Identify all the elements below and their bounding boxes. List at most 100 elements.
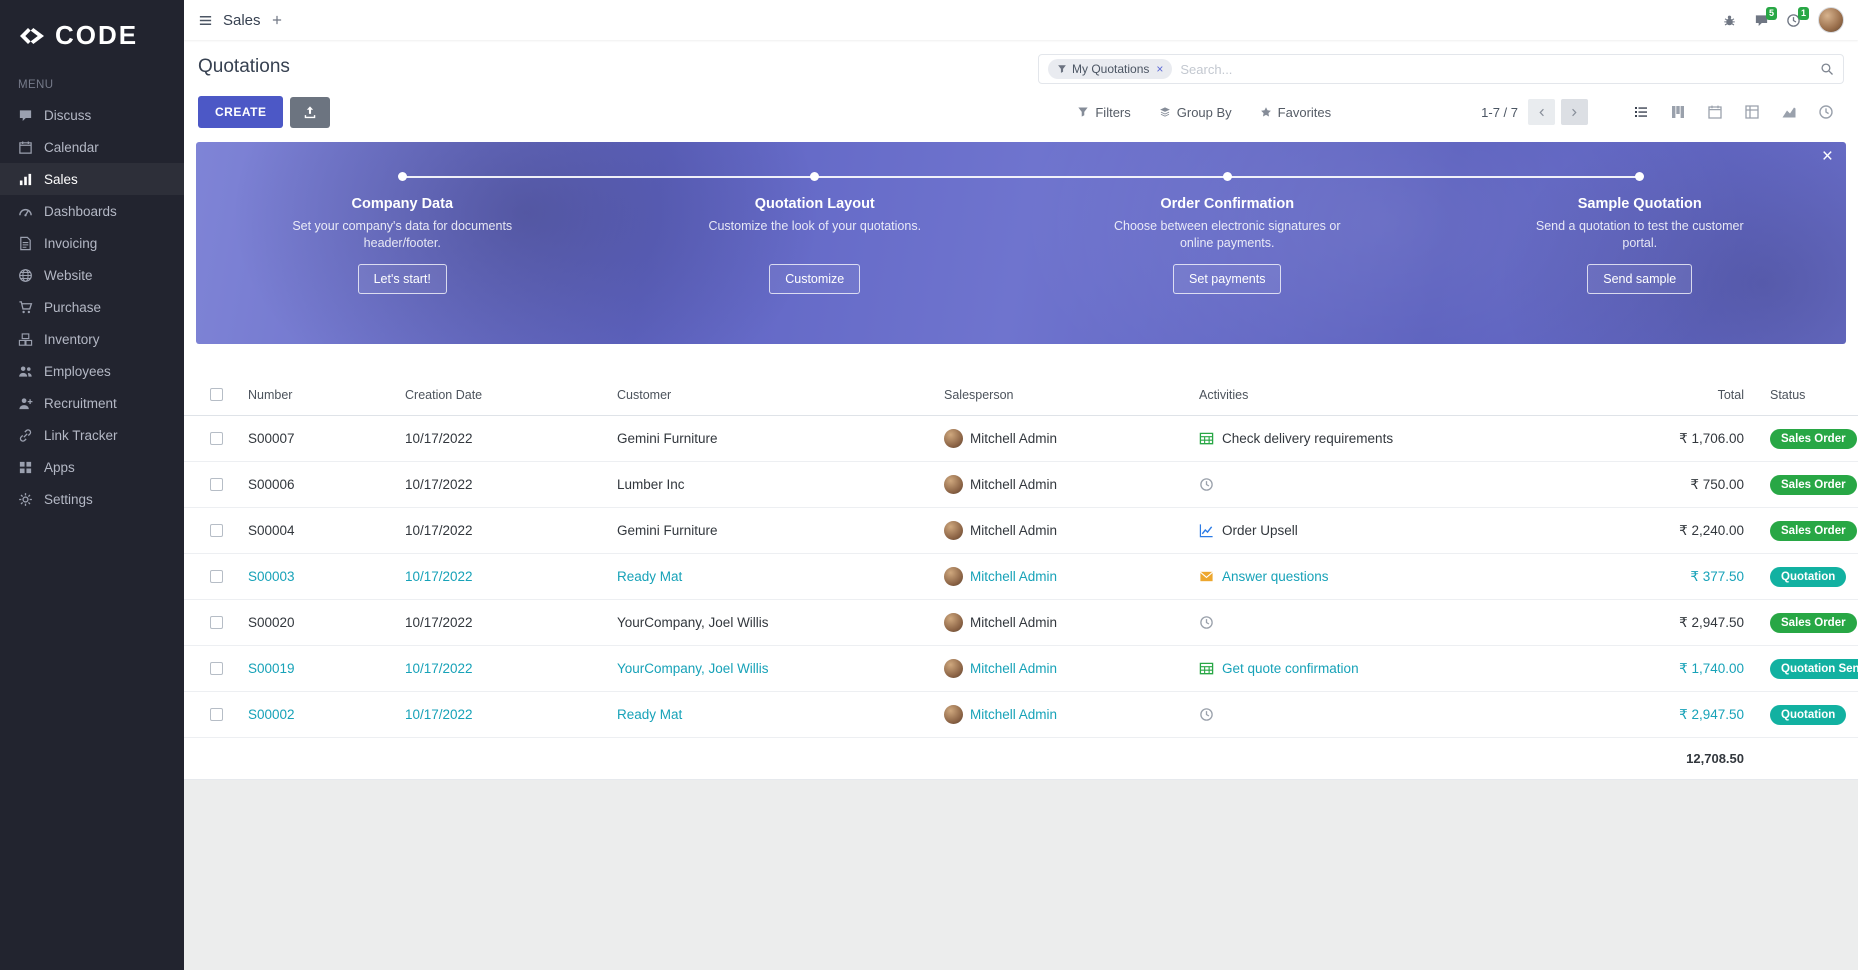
filters-button[interactable]: Filters bbox=[1077, 105, 1131, 120]
gauge-icon bbox=[18, 204, 33, 219]
cell-activity[interactable]: Order Upsell bbox=[1199, 523, 1529, 538]
sidebar-item[interactable]: Link Tracker bbox=[0, 419, 184, 451]
cell-activity[interactable]: Check delivery requirements bbox=[1199, 431, 1529, 446]
column-header-customer[interactable]: Customer bbox=[617, 387, 672, 402]
kanban-view-icon bbox=[1670, 104, 1686, 120]
cell-activity[interactable] bbox=[1199, 615, 1529, 630]
menu-toggle-button[interactable] bbox=[198, 13, 213, 28]
messages-badge: 5 bbox=[1765, 6, 1777, 20]
column-header-status[interactable]: Status bbox=[1770, 387, 1806, 402]
sidebar-item[interactable]: Dashboards bbox=[0, 195, 184, 227]
remove-filter-icon[interactable]: × bbox=[1156, 62, 1164, 76]
column-header-creation-date[interactable]: Creation Date bbox=[405, 387, 483, 402]
salesperson-avatar bbox=[944, 613, 963, 632]
sidebar-item[interactable]: Inventory bbox=[0, 323, 184, 355]
salesperson-name: Mitchell Admin bbox=[970, 523, 1058, 538]
onboarding-step: Order Confirmation Choose between electr… bbox=[1021, 172, 1434, 294]
cell-number: S00002 bbox=[248, 707, 295, 722]
sidebar-item[interactable]: Sales bbox=[0, 163, 184, 195]
step-action-button[interactable]: Let's start! bbox=[357, 264, 447, 294]
step-title: Order Confirmation bbox=[1160, 196, 1295, 212]
search-filter-chip[interactable]: My Quotations × bbox=[1048, 59, 1173, 79]
salesperson-name: Mitchell Admin bbox=[970, 707, 1058, 722]
debug-button[interactable] bbox=[1722, 13, 1737, 28]
messages-button[interactable]: 5 bbox=[1754, 6, 1777, 28]
pager-value: 1-7 / 7 bbox=[1481, 104, 1518, 120]
row-checkbox[interactable] bbox=[209, 662, 223, 675]
create-button[interactable]: CREATE bbox=[198, 96, 284, 128]
cell-activity[interactable]: Answer questions bbox=[1199, 569, 1529, 584]
row-checkbox[interactable] bbox=[209, 570, 223, 583]
sidebar-item[interactable]: Website bbox=[0, 259, 184, 291]
view-kanban-button[interactable] bbox=[1659, 98, 1696, 126]
search-bar[interactable]: My Quotations × bbox=[1038, 54, 1844, 84]
table-row[interactable]: S00006 10/17/2022 Lumber Inc Mitchell Ad… bbox=[184, 462, 1858, 508]
step-action-button[interactable]: Send sample bbox=[1587, 264, 1693, 294]
row-checkbox[interactable] bbox=[209, 708, 223, 721]
sidebar-item[interactable]: Settings bbox=[0, 483, 184, 515]
select-all-checkbox[interactable] bbox=[209, 388, 223, 401]
sidebar-item[interactable]: Employees bbox=[0, 355, 184, 387]
column-header-number[interactable]: Number bbox=[248, 387, 293, 402]
row-checkbox[interactable] bbox=[209, 616, 223, 629]
hamburger-icon bbox=[198, 13, 213, 28]
cell-activity[interactable] bbox=[1199, 477, 1529, 492]
sidebar-item[interactable]: Purchase bbox=[0, 291, 184, 323]
sidebar-item[interactable]: Invoicing bbox=[0, 227, 184, 259]
cell-total: ₹ 750.00 bbox=[1690, 476, 1744, 492]
cell-creation-date: 10/17/2022 bbox=[405, 523, 473, 538]
add-app-button[interactable] bbox=[271, 14, 283, 26]
view-graph-button[interactable] bbox=[1770, 98, 1807, 126]
search-icon[interactable] bbox=[1820, 62, 1834, 76]
sidebar-item[interactable]: Apps bbox=[0, 451, 184, 483]
sidebar-item[interactable]: Discuss bbox=[0, 99, 184, 131]
column-header-total[interactable]: Total bbox=[1717, 387, 1744, 402]
view-calendar-button[interactable] bbox=[1696, 98, 1733, 126]
steps-progress-line bbox=[402, 175, 1640, 178]
table-row[interactable]: S00004 10/17/2022 Gemini Furniture Mitch… bbox=[184, 508, 1858, 554]
view-list-button[interactable] bbox=[1622, 98, 1659, 126]
step-dot bbox=[1222, 172, 1232, 181]
app-title: Sales bbox=[223, 11, 261, 29]
row-checkbox[interactable] bbox=[209, 432, 223, 445]
pager-previous-button[interactable] bbox=[1528, 99, 1555, 125]
table-row[interactable]: S00020 10/17/2022 YourCompany, Joel Will… bbox=[184, 600, 1858, 646]
search-options: Filters Group By Favorites bbox=[1077, 105, 1331, 120]
pager-next-button[interactable] bbox=[1561, 99, 1588, 125]
sidebar-item[interactable]: Calendar bbox=[0, 131, 184, 163]
table-row[interactable]: S00002 10/17/2022 Ready Mat Mitchell Adm… bbox=[184, 692, 1858, 738]
cell-creation-date: 10/17/2022 bbox=[405, 431, 473, 446]
brand-logo[interactable]: CODE bbox=[0, 0, 184, 67]
cell-activity[interactable]: Get quote confirmation bbox=[1199, 661, 1529, 676]
column-header-salesperson[interactable]: Salesperson bbox=[944, 387, 1014, 402]
table-row[interactable]: S00007 10/17/2022 Gemini Furniture Mitch… bbox=[184, 416, 1858, 462]
search-input[interactable] bbox=[1180, 61, 1812, 77]
cell-total: ₹ 1,740.00 bbox=[1679, 660, 1744, 676]
table-row[interactable]: S00003 10/17/2022 Ready Mat Mitchell Adm… bbox=[184, 554, 1858, 600]
sidebar-item[interactable]: Recruitment bbox=[0, 387, 184, 419]
column-header-activities[interactable]: Activities bbox=[1199, 387, 1249, 402]
export-button[interactable] bbox=[290, 96, 331, 128]
sidebar-item-label: Calendar bbox=[44, 139, 99, 155]
salesperson-avatar bbox=[944, 659, 963, 678]
table-row[interactable]: S00019 10/17/2022 YourCompany, Joel Will… bbox=[184, 646, 1858, 692]
user-avatar[interactable] bbox=[1818, 7, 1844, 33]
row-checkbox[interactable] bbox=[209, 524, 223, 537]
close-icon[interactable]: × bbox=[1821, 146, 1833, 167]
step-description: Send a quotation to test the customer po… bbox=[1535, 219, 1744, 250]
cell-customer: YourCompany, Joel Willis bbox=[617, 615, 769, 630]
spreadsheet-icon bbox=[1199, 431, 1214, 446]
cell-number: S00019 bbox=[248, 661, 295, 676]
step-action-button[interactable]: Set payments bbox=[1173, 264, 1282, 294]
view-pivot-button[interactable] bbox=[1733, 98, 1770, 126]
row-checkbox[interactable] bbox=[209, 478, 223, 491]
view-activity-button[interactable] bbox=[1807, 98, 1844, 126]
favorites-button[interactable]: Favorites bbox=[1260, 105, 1331, 120]
activities-button[interactable]: 1 bbox=[1786, 6, 1809, 28]
salesperson-name: Mitchell Admin bbox=[970, 615, 1058, 630]
cell-activity[interactable] bbox=[1199, 707, 1529, 722]
group-by-button[interactable]: Group By bbox=[1159, 105, 1232, 120]
main-area: Sales 5 1 Quotations My Quotations bbox=[184, 0, 1858, 970]
status-badge: Sales Order bbox=[1770, 612, 1857, 633]
step-action-button[interactable]: Customize bbox=[769, 264, 861, 294]
